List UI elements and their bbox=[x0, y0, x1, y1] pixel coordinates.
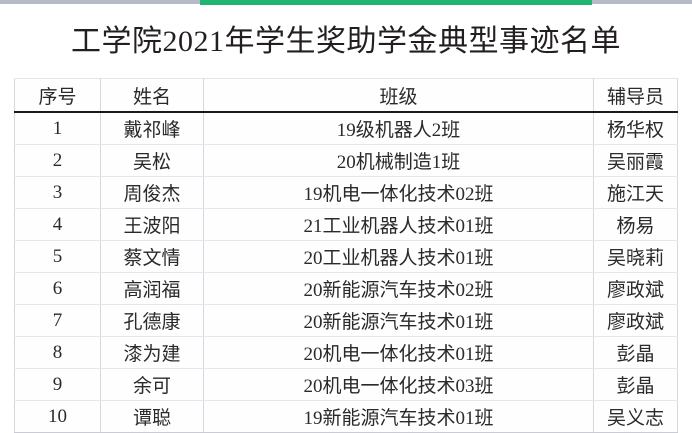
cell-counselor: 吴晓莉 bbox=[593, 240, 678, 273]
cell-name: 高润福 bbox=[100, 272, 204, 305]
table-row: 3 周俊杰 19机电一体化技术02班 施江天 bbox=[14, 176, 678, 209]
cell-class: 21工业机器人技术01班 bbox=[203, 208, 594, 241]
cell-counselor: 杨华权 bbox=[593, 112, 678, 145]
table-row: 9 余可 20机电一体化技术03班 彭晶 bbox=[14, 368, 678, 401]
column-header-index: 序号 bbox=[14, 78, 101, 113]
table-header: 序号 姓名 班级 辅导员 bbox=[14, 78, 678, 113]
column-header-counselor: 辅导员 bbox=[593, 78, 678, 113]
cell-counselor: 廖政斌 bbox=[593, 304, 678, 337]
top-rule-right bbox=[592, 0, 692, 4]
table-body: 1 戴祁峰 19级机器人2班 杨华权 2 吴松 20机械制造1班 吴丽霞 3 周俊杰 19机电一体化… bbox=[14, 112, 678, 433]
cell-counselor: 廖政斌 bbox=[593, 272, 678, 305]
cell-name: 王波阳 bbox=[100, 208, 204, 241]
cell-name: 吴松 bbox=[100, 144, 204, 177]
page-title: 工学院2021年学生奖助学金典型事迹名单 bbox=[71, 25, 621, 58]
cell-counselor: 彭晶 bbox=[593, 368, 678, 401]
table-row: 2 吴松 20机械制造1班 吴丽霞 bbox=[14, 144, 678, 177]
table-row: 7 孔德康 20新能源汽车技术01班 廖政斌 bbox=[14, 304, 678, 337]
cell-index: 8 bbox=[14, 336, 101, 369]
cell-name: 孔德康 bbox=[100, 304, 204, 337]
accent-bar bbox=[200, 0, 592, 5]
cell-index: 4 bbox=[14, 208, 101, 241]
table-row: 4 王波阳 21工业机器人技术01班 杨易 bbox=[14, 208, 678, 241]
cell-name: 余可 bbox=[100, 368, 204, 401]
column-header-class: 班级 bbox=[203, 78, 594, 113]
cell-class: 20新能源汽车技术02班 bbox=[203, 272, 594, 305]
cell-name: 戴祁峰 bbox=[100, 112, 204, 145]
cell-index: 7 bbox=[14, 304, 101, 337]
cell-counselor: 吴义志 bbox=[593, 400, 678, 433]
cell-index: 3 bbox=[14, 176, 101, 209]
cell-counselor: 施江天 bbox=[593, 176, 678, 209]
cell-class: 20机电一体化技术03班 bbox=[203, 368, 594, 401]
cell-index: 1 bbox=[14, 112, 101, 145]
cell-name: 蔡文情 bbox=[100, 240, 204, 273]
table-row: 10 谭聪 19新能源汽车技术01班 吴义志 bbox=[14, 400, 678, 433]
cell-class: 20工业机器人技术01班 bbox=[203, 240, 594, 273]
cell-class: 19机电一体化技术02班 bbox=[203, 176, 594, 209]
cell-index: 2 bbox=[14, 144, 101, 177]
cell-counselor: 吴丽霞 bbox=[593, 144, 678, 177]
cell-name: 周俊杰 bbox=[100, 176, 204, 209]
table-row: 6 高润福 20新能源汽车技术02班 廖政斌 bbox=[14, 272, 678, 305]
cell-name: 漆为建 bbox=[100, 336, 204, 369]
column-header-name: 姓名 bbox=[100, 78, 204, 113]
cell-class: 20机电一体化技术01班 bbox=[203, 336, 594, 369]
decorative-top-strip bbox=[0, 0, 692, 5]
cell-index: 5 bbox=[14, 240, 101, 273]
table-header-row: 序号 姓名 班级 辅导员 bbox=[14, 78, 678, 113]
cell-index: 10 bbox=[14, 400, 101, 433]
roster-table-container: 序号 姓名 班级 辅导员 1 戴祁峰 19级机器人2班 杨华权 2 吴松 20机械制造1班吴… bbox=[14, 78, 678, 433]
cell-class: 19级机器人2班 bbox=[203, 112, 594, 145]
table-row: 8 漆为建 20机电一体化技术01班 彭晶 bbox=[14, 336, 678, 369]
cell-index: 6 bbox=[14, 272, 101, 305]
cell-index: 9 bbox=[14, 368, 101, 401]
cell-counselor: 彭晶 bbox=[593, 336, 678, 369]
roster-table: 序号 姓名 班级 辅导员 1 戴祁峰 19级机器人2班 杨华权 2 吴松 20机械制造1班吴… bbox=[14, 78, 678, 433]
cell-class: 20机械制造1班 bbox=[203, 144, 594, 177]
cell-class: 20新能源汽车技术01班 bbox=[203, 304, 594, 337]
top-rule-left bbox=[0, 0, 200, 4]
cell-class: 19新能源汽车技术01班 bbox=[203, 400, 594, 433]
cell-name: 谭聪 bbox=[100, 400, 204, 433]
table-row: 5 蔡文情 20工业机器人技术01班 吴晓莉 bbox=[14, 240, 678, 273]
cell-counselor: 杨易 bbox=[593, 208, 678, 241]
table-row: 1 戴祁峰 19级机器人2班 杨华权 bbox=[14, 112, 678, 145]
